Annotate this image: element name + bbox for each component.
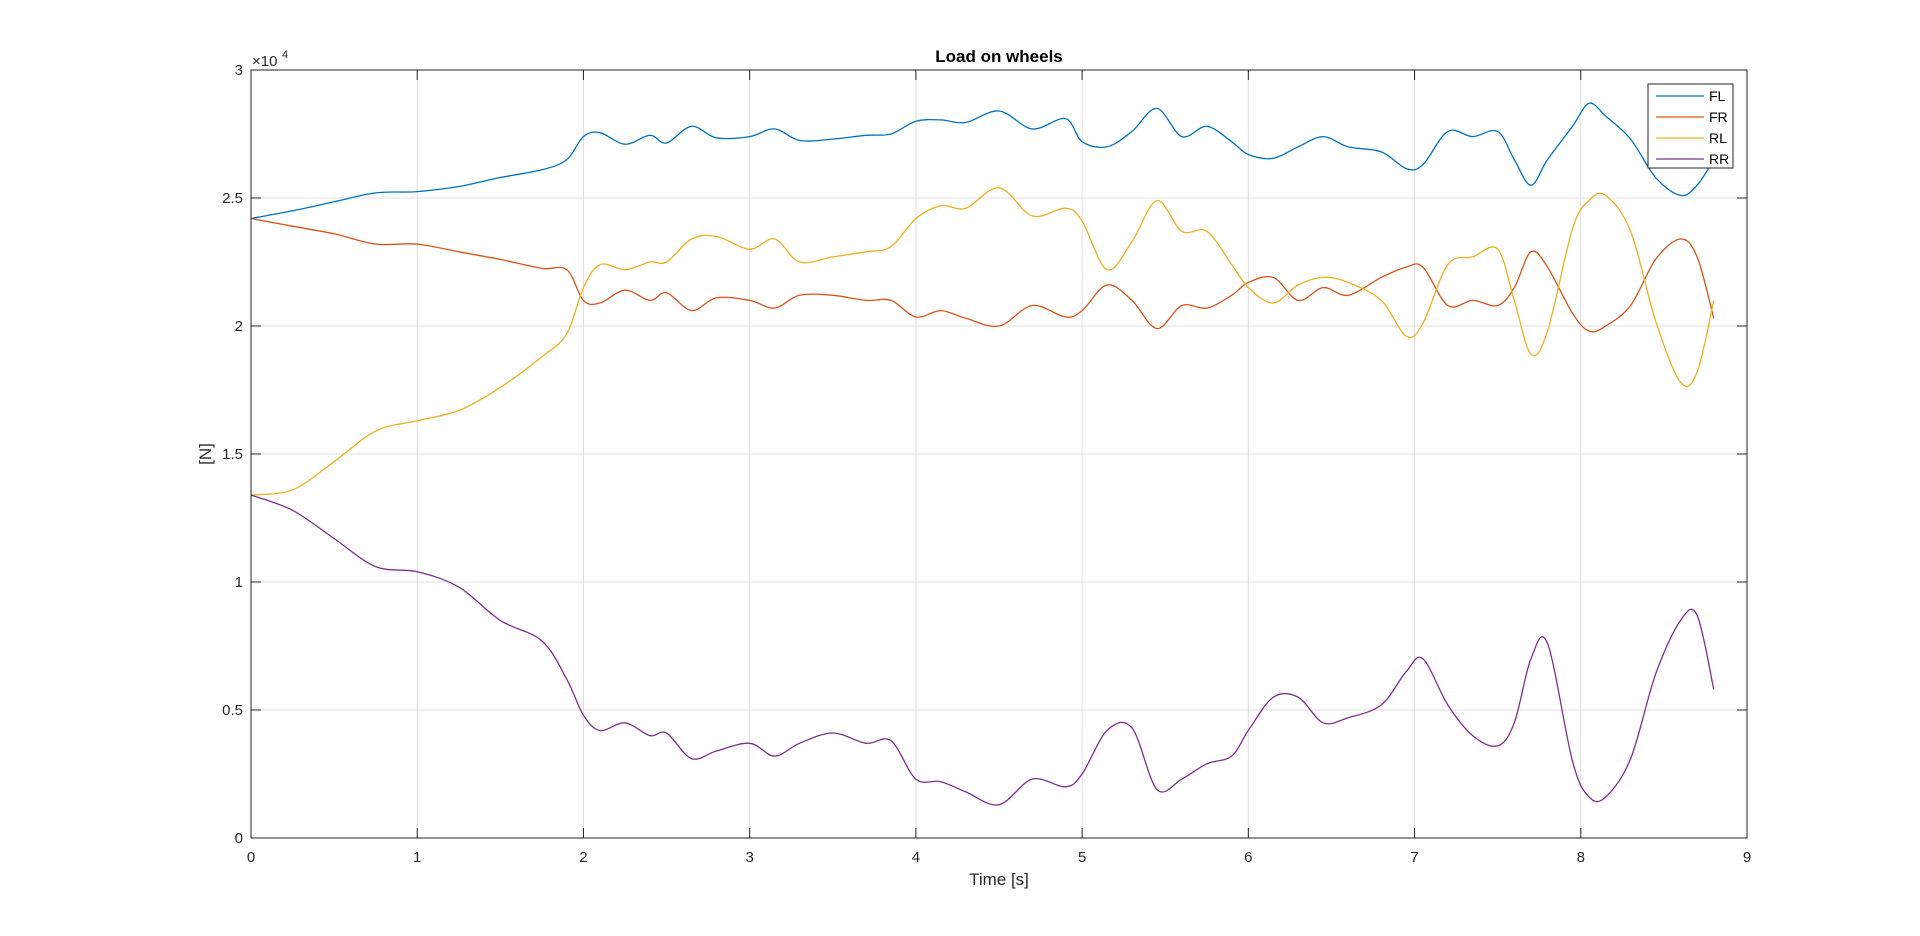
x-tick-label: 2 — [579, 849, 587, 866]
x-tick-label: 8 — [1577, 849, 1585, 866]
y-tick-labels: 0 0.5 1 1.5 2 2.5 3 — [222, 62, 243, 847]
y-axis-label: [N] — [196, 443, 215, 465]
x-tick-labels: 0 1 2 3 4 5 6 7 8 9 — [247, 849, 1751, 866]
y-tick-label: 3 — [235, 62, 243, 79]
y-tick-label: 1.5 — [222, 446, 243, 463]
exponent-base: ×10 — [252, 53, 277, 70]
x-tick-label: 7 — [1410, 849, 1418, 866]
x-tick-label: 9 — [1743, 849, 1751, 866]
legend-label-fr: FR — [1709, 109, 1728, 125]
legend: FL FR RL RR — [1647, 83, 1734, 169]
y-tick-label: 0 — [235, 830, 243, 847]
series-line-fr — [250, 217, 1715, 333]
series-line-rl — [250, 187, 1715, 496]
y-tick-label: 2.5 — [222, 190, 243, 207]
x-tick-label: 4 — [912, 849, 920, 866]
y-exponent-label: ×10 4 — [252, 49, 288, 70]
series-lines — [250, 102, 1715, 806]
y-tick-label: 0.5 — [222, 702, 243, 719]
legend-items: FL FR RL RR — [1656, 88, 1729, 167]
y-tick-label: 2 — [235, 318, 243, 335]
y-tick-label: 1 — [235, 574, 243, 591]
chart-title: Load on wheels — [935, 47, 1063, 66]
x-tick-label: 5 — [1078, 849, 1086, 866]
axis-ticks — [250, 69, 1748, 839]
x-tick-label: 3 — [745, 849, 753, 866]
x-axis-label: Time [s] — [969, 870, 1029, 889]
legend-label-rl: RL — [1709, 130, 1727, 146]
x-tick-label: 0 — [247, 849, 255, 866]
legend-label-fl: FL — [1709, 88, 1726, 104]
x-tick-label: 1 — [413, 849, 421, 866]
x-tick-label: 6 — [1244, 849, 1252, 866]
series-line-rr — [250, 494, 1715, 806]
exponent-power: 4 — [282, 49, 288, 61]
legend-box — [1647, 83, 1734, 169]
legend-label-rr: RR — [1709, 151, 1729, 167]
series-line-fl — [250, 102, 1715, 220]
